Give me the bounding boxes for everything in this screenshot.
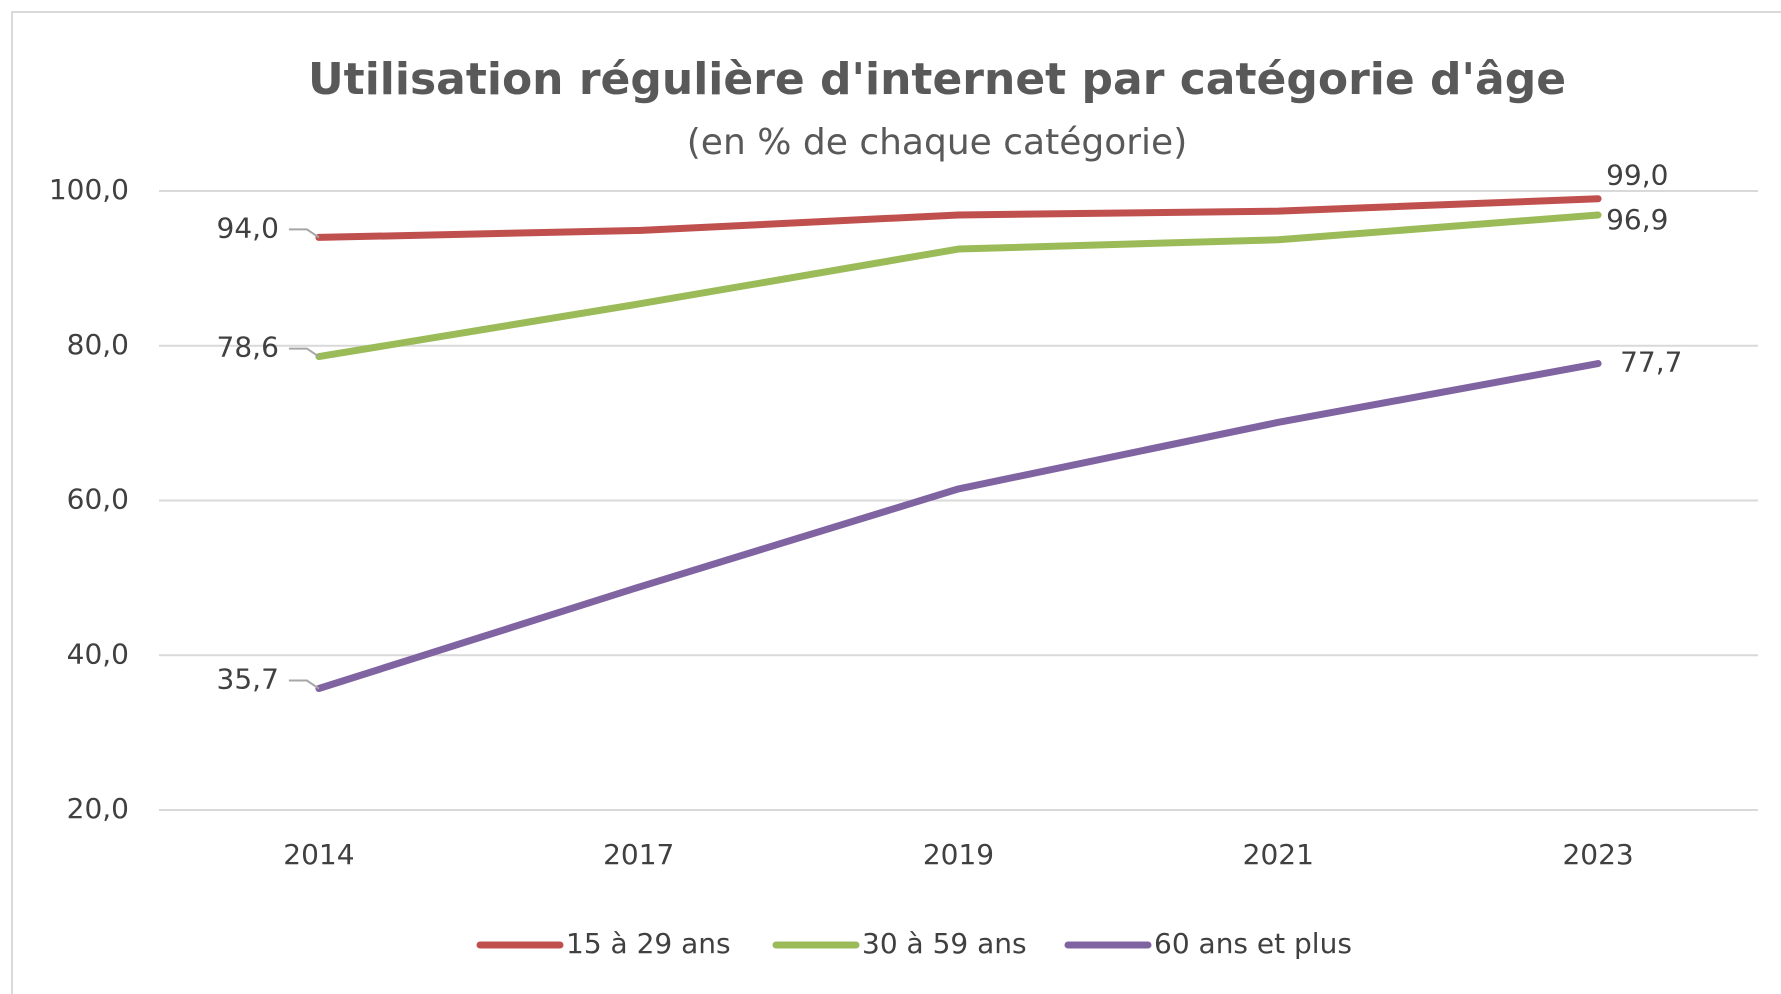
legend-label: 60 ans et plus (1154, 927, 1352, 960)
series-line (315, 360, 1602, 693)
data-label: 96,9 (1606, 203, 1668, 236)
data-label: 78,6 (217, 331, 279, 364)
label-leader (288, 228, 320, 239)
series-line (315, 195, 1602, 241)
label-leader (288, 679, 320, 690)
x-tick-label: 2014 (283, 838, 354, 871)
x-tick-label: 2023 (1562, 838, 1633, 871)
data-label: 35,7 (217, 663, 279, 696)
label-leader (288, 347, 320, 358)
legend-label: 15 à 29 ans (566, 927, 731, 960)
x-tick-label: 2021 (1243, 838, 1314, 871)
y-tick-label: 20,0 (67, 792, 129, 825)
x-tick-label: 2019 (923, 838, 994, 871)
chart-subtitle: (en % de chaque catégorie) (687, 122, 1187, 163)
x-tick-label: 2017 (603, 838, 674, 871)
chart-title: Utilisation régulière d'internet par cat… (308, 54, 1566, 105)
data-label: 94,0 (217, 211, 279, 244)
y-tick-label: 100,0 (49, 173, 129, 206)
y-tick-label: 40,0 (67, 637, 129, 670)
y-tick-label: 60,0 (67, 483, 129, 516)
data-label: 99,0 (1606, 159, 1668, 192)
legend-label: 30 à 59 ans (862, 927, 1027, 960)
data-label: 77,7 (1620, 346, 1682, 379)
series-line (315, 211, 1602, 361)
y-tick-label: 80,0 (67, 328, 129, 361)
chart-border (11, 11, 1781, 994)
